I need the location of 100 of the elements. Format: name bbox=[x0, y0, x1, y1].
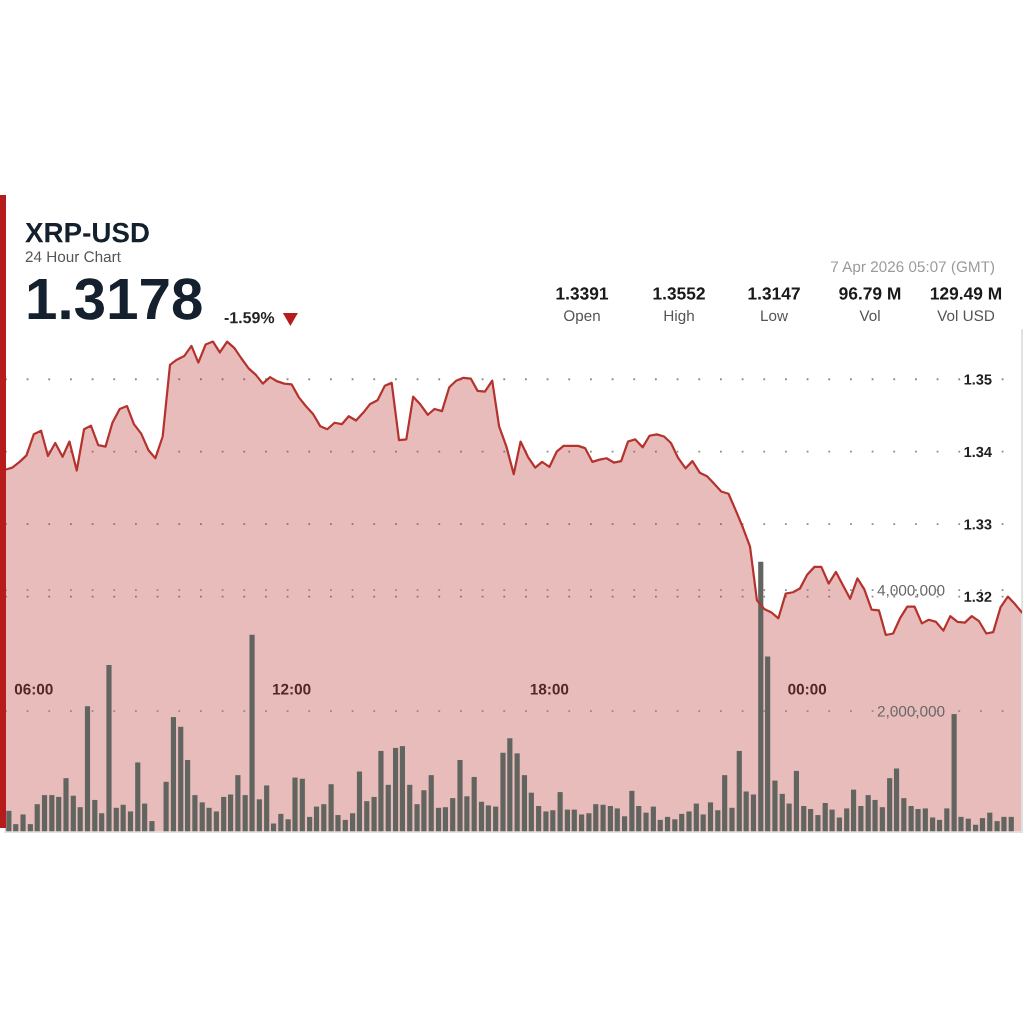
text: 1.3147 bbox=[748, 287, 800, 300]
bar bbox=[170, 717, 176, 832]
y2-tick-label: 2,000,000 bbox=[877, 705, 945, 719]
text: Vol bbox=[859, 309, 880, 322]
bar bbox=[750, 794, 757, 832]
bar bbox=[350, 813, 356, 832]
text: -1.59% bbox=[224, 311, 275, 324]
bar bbox=[199, 802, 205, 832]
bar bbox=[407, 784, 413, 832]
bar bbox=[56, 796, 62, 832]
bar bbox=[450, 798, 456, 832]
bar bbox=[6, 810, 12, 832]
bar bbox=[636, 805, 642, 832]
bar bbox=[607, 805, 613, 832]
bar bbox=[135, 762, 141, 832]
bar bbox=[686, 811, 692, 832]
bar bbox=[313, 806, 320, 832]
bar bbox=[478, 801, 485, 832]
y-tick-label: 1.33 bbox=[964, 519, 992, 530]
bar bbox=[765, 656, 771, 832]
y-tick-label: 1.32 bbox=[964, 591, 992, 603]
bar bbox=[793, 770, 800, 832]
bar bbox=[1008, 816, 1014, 832]
bar bbox=[779, 793, 785, 832]
bar bbox=[786, 803, 792, 832]
bar bbox=[593, 804, 599, 832]
bar bbox=[299, 778, 305, 832]
bar bbox=[364, 801, 370, 832]
bar bbox=[536, 805, 542, 832]
bar bbox=[521, 775, 528, 832]
bar bbox=[650, 806, 656, 832]
bar bbox=[84, 706, 91, 832]
bar bbox=[149, 821, 155, 832]
bar bbox=[163, 781, 169, 832]
bar bbox=[213, 811, 219, 832]
bar bbox=[206, 807, 212, 832]
bar bbox=[643, 812, 649, 832]
text: 1.3178 bbox=[28, 278, 202, 320]
y-tick-label: 1.34 bbox=[964, 446, 992, 458]
x-tick-label: 18:00 bbox=[530, 683, 569, 695]
bar bbox=[185, 760, 191, 832]
bar bbox=[664, 816, 671, 832]
bar bbox=[20, 814, 26, 832]
bar bbox=[879, 807, 885, 832]
bar bbox=[743, 791, 749, 832]
text: Vol USD bbox=[937, 309, 995, 322]
bar bbox=[227, 794, 234, 832]
text: 96.79 M bbox=[839, 287, 901, 300]
text: 7 Apr 2026 05:07 (GMT) bbox=[831, 260, 995, 276]
bar bbox=[844, 808, 850, 832]
bar bbox=[127, 811, 134, 832]
bar bbox=[178, 726, 184, 832]
bar bbox=[92, 799, 98, 832]
bar bbox=[442, 807, 448, 832]
bar bbox=[493, 806, 499, 832]
bar bbox=[278, 813, 284, 832]
bar bbox=[979, 818, 986, 832]
bar bbox=[858, 805, 864, 832]
bar bbox=[679, 813, 685, 832]
bar bbox=[887, 778, 893, 832]
bar bbox=[851, 789, 857, 832]
text: 1.3391 bbox=[556, 287, 609, 300]
bar bbox=[564, 809, 570, 832]
bar bbox=[99, 813, 105, 832]
bar bbox=[693, 803, 699, 832]
bar bbox=[392, 747, 399, 832]
bar bbox=[70, 795, 76, 832]
bar bbox=[815, 815, 821, 832]
bar bbox=[801, 805, 807, 832]
y-tick-label: 1.35 bbox=[964, 374, 992, 385]
bar bbox=[621, 816, 628, 832]
bar bbox=[235, 775, 241, 832]
bar bbox=[106, 665, 112, 832]
bar bbox=[471, 776, 477, 832]
bar bbox=[142, 803, 148, 832]
bar bbox=[736, 750, 742, 832]
bar bbox=[922, 808, 928, 832]
bar bbox=[808, 809, 814, 832]
text: 129.49 M bbox=[930, 287, 1002, 300]
bar bbox=[700, 814, 706, 832]
bar bbox=[715, 810, 721, 832]
bar bbox=[321, 804, 327, 832]
bar bbox=[435, 807, 442, 832]
bar bbox=[113, 807, 119, 832]
bar bbox=[120, 804, 126, 832]
bar bbox=[729, 807, 735, 832]
bar bbox=[264, 785, 270, 832]
bar bbox=[307, 816, 313, 832]
bar bbox=[399, 746, 406, 832]
chart-subtitle: 24 Hour Chart bbox=[25, 250, 121, 263]
bar bbox=[63, 778, 69, 832]
bar bbox=[930, 817, 936, 832]
chart-title: XRP-USD bbox=[25, 222, 149, 243]
bar bbox=[614, 808, 620, 832]
bar bbox=[707, 802, 714, 832]
bar bbox=[829, 809, 835, 832]
bar bbox=[514, 753, 520, 832]
bar bbox=[256, 799, 262, 832]
bar bbox=[758, 561, 764, 832]
bar bbox=[836, 817, 842, 832]
